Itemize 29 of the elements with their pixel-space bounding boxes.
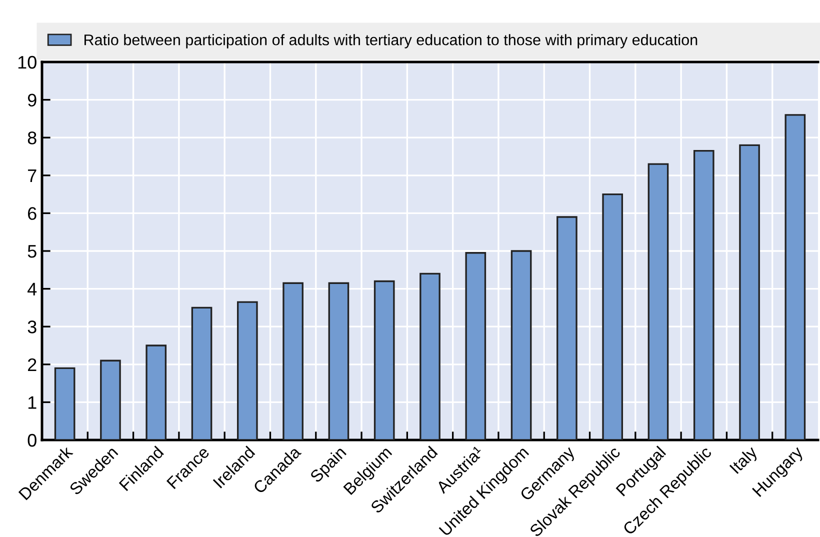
bar bbox=[236, 301, 258, 440]
y-tick-label: 8 bbox=[28, 132, 36, 144]
bar bbox=[282, 282, 304, 440]
y-tick-label: 2 bbox=[28, 358, 36, 371]
y-tick-label: 4 bbox=[28, 282, 37, 296]
y-tick-label: 0 bbox=[28, 434, 36, 447]
y-tick-label: 3 bbox=[28, 320, 36, 334]
bar bbox=[100, 360, 121, 440]
bar bbox=[739, 144, 760, 440]
bar bbox=[556, 216, 578, 440]
y-tick-label: 6 bbox=[28, 207, 36, 220]
bar bbox=[146, 344, 167, 440]
bar bbox=[328, 282, 350, 440]
bar bbox=[648, 163, 669, 440]
bar bbox=[420, 272, 440, 440]
bar bbox=[191, 306, 212, 440]
bar bbox=[784, 114, 806, 440]
bar bbox=[510, 250, 532, 440]
bar bbox=[374, 280, 395, 440]
y-tick-label: 9 bbox=[28, 94, 36, 107]
bar bbox=[465, 252, 486, 440]
legend-label: Ratio between participation of adults with tertiary education to those with primary education bbox=[84, 34, 698, 48]
y-tick-label: 10 bbox=[18, 56, 36, 69]
bar bbox=[693, 150, 714, 440]
y-tick-label: 7 bbox=[28, 170, 36, 182]
bar bbox=[54, 367, 76, 440]
bar bbox=[602, 193, 624, 440]
y-tick-label: 5 bbox=[28, 245, 36, 258]
y-tick-label: 1 bbox=[28, 396, 36, 409]
